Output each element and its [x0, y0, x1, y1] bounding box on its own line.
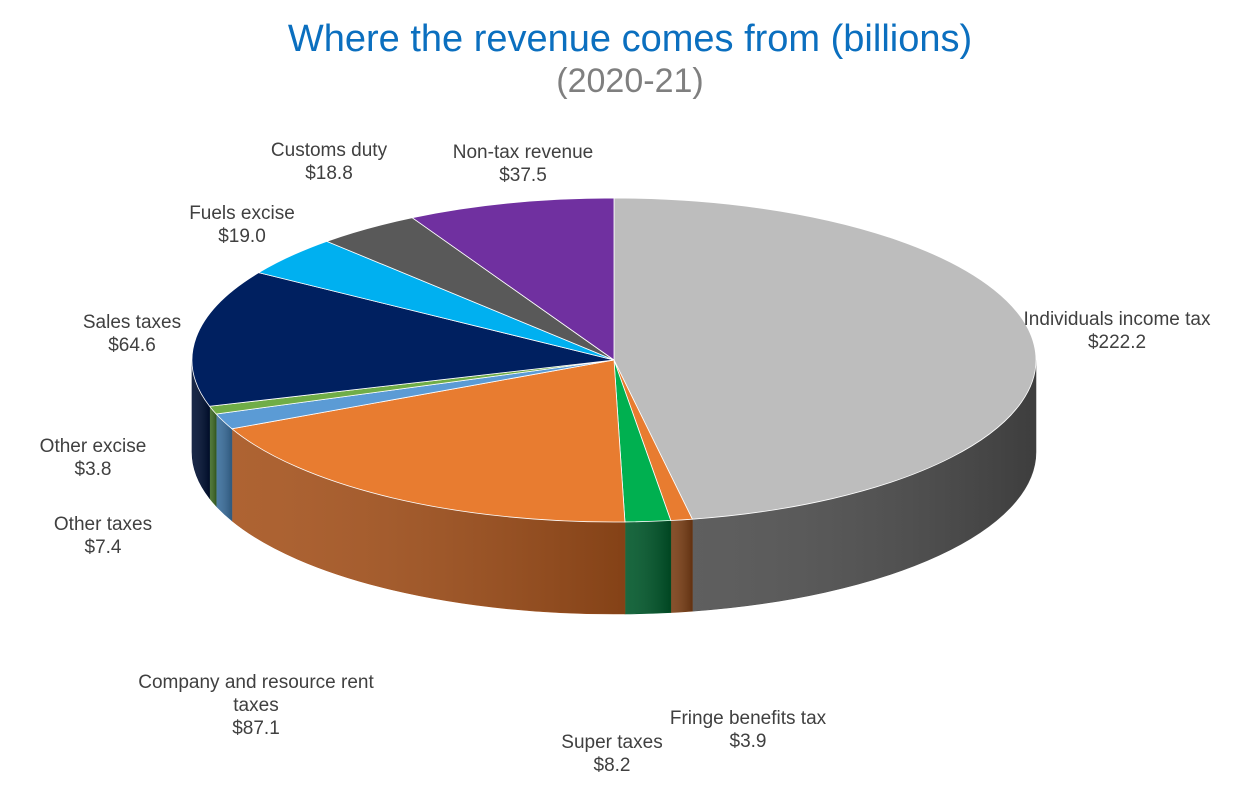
- label-name-fringe-benefits-tax: Fringe benefits tax: [670, 708, 827, 729]
- label-value-company-and-resource-rent-taxes: $87.1: [232, 718, 280, 739]
- label-company-and-resource-rent-taxes: Company and resource rent taxes $87.1: [138, 672, 374, 739]
- label-name-other-excise: Other excise: [40, 436, 147, 457]
- label-name-fuels-excise: Fuels excise: [189, 203, 295, 224]
- label-value-non-tax-revenue: $37.5: [499, 165, 547, 186]
- side-shade-fringe-benefits-tax: [670, 519, 693, 613]
- label-value-individuals-income-tax: $222.2: [1088, 332, 1146, 353]
- label-other-excise: Other excise $3.8: [40, 436, 147, 480]
- label-name-individuals-income-tax: Individuals income tax: [1024, 309, 1211, 330]
- pie-sides: [191, 359, 1037, 615]
- label-name-non-tax-revenue: Non-tax revenue: [453, 142, 593, 163]
- side-shade-company-and-resource-rent-taxes: [231, 428, 625, 614]
- chart-subtitle: (2020-21): [556, 62, 704, 100]
- label-other-taxes: Other taxes $7.4: [54, 514, 152, 558]
- label-name-super-taxes: Super taxes: [561, 732, 662, 753]
- label-name-customs-duty: Customs duty: [271, 140, 388, 161]
- slice-non-tax-revenue: [411, 197, 615, 361]
- label-value-other-taxes: $7.4: [85, 537, 122, 558]
- label-customs-duty: Customs duty $18.8: [271, 140, 388, 184]
- label-name-company-and-resource-rent-taxes: taxes: [233, 695, 278, 716]
- label-individuals-income-tax: Individuals income tax $222.2: [1024, 309, 1211, 353]
- label-name-company-and-resource-rent-taxes: Company and resource rent: [138, 672, 374, 693]
- label-value-super-taxes: $8.2: [594, 755, 631, 776]
- label-value-other-excise: $3.8: [75, 459, 112, 480]
- label-value-fringe-benefits-tax: $3.9: [730, 731, 767, 752]
- label-non-tax-revenue: Non-tax revenue $37.5: [453, 142, 593, 186]
- label-super-taxes: Super taxes $8.2: [561, 732, 662, 776]
- label-value-sales-taxes: $64.6: [108, 335, 156, 356]
- pie-tops: [191, 197, 1037, 523]
- side-shade-individuals-income-tax: [692, 360, 1036, 612]
- side-shade-other-excise: [209, 406, 217, 507]
- slice-sales-taxes: [191, 272, 615, 407]
- label-fuels-excise: Fuels excise $19.0: [189, 203, 295, 247]
- pie-labels: Individuals income tax $222.2 Fringe benef…: [40, 140, 1211, 776]
- side-shade-other-taxes: [216, 414, 232, 521]
- side-shade-super-taxes: [624, 520, 671, 614]
- side-shade-sales-taxes: [192, 360, 210, 499]
- label-value-customs-duty: $18.8: [305, 163, 353, 184]
- label-name-sales-taxes: Sales taxes: [83, 312, 181, 333]
- label-sales-taxes: Sales taxes $64.6: [83, 312, 181, 356]
- slice-individuals-income-tax: [613, 197, 1037, 520]
- label-name-other-taxes: Other taxes: [54, 514, 152, 535]
- slice-company-and-resource-rent-taxes: [230, 359, 626, 523]
- label-fringe-benefits-tax: Fringe benefits tax $3.9: [670, 708, 827, 752]
- chart-title: Where the revenue comes from (billions): [287, 18, 973, 60]
- label-value-fuels-excise: $19.0: [218, 226, 266, 247]
